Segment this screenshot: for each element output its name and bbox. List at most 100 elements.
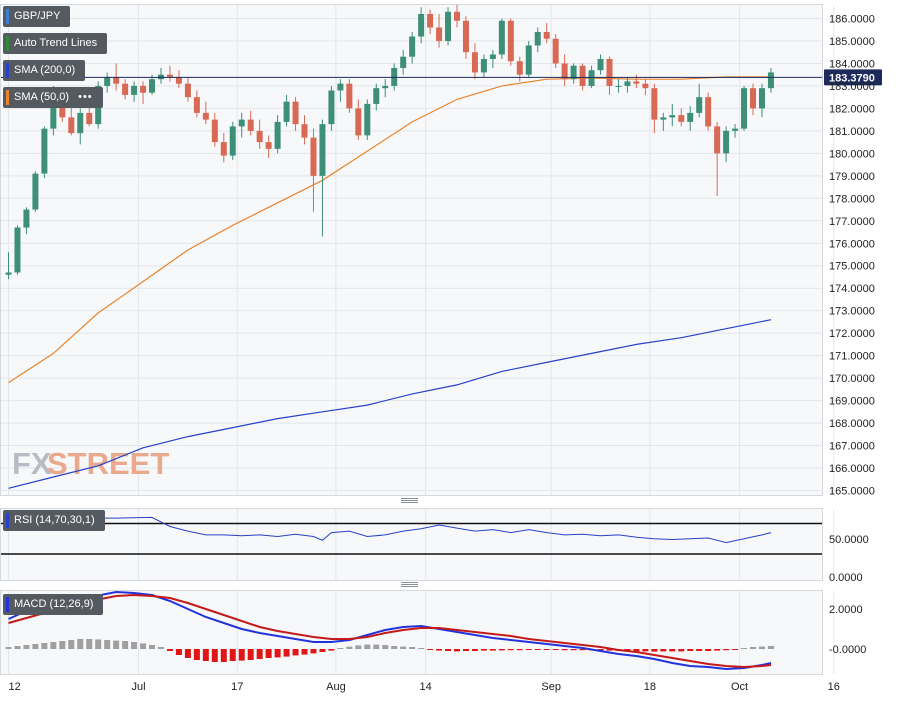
macd-histogram-bar bbox=[525, 649, 532, 650]
legend-macd[interactable]: MACD (12,26,9) bbox=[3, 594, 104, 615]
candle-bull bbox=[758, 88, 765, 109]
candle-bull bbox=[597, 58, 604, 71]
macd-histogram-bar bbox=[5, 647, 12, 649]
candle-bear bbox=[516, 61, 523, 75]
macd-histogram-bar bbox=[758, 646, 765, 649]
macd-histogram-bar bbox=[59, 641, 66, 649]
macd-histogram-bar bbox=[723, 649, 730, 651]
last-price-label: 183.3790 bbox=[829, 72, 875, 84]
legend-sma50[interactable]: SMA (50,0) ••• bbox=[3, 87, 103, 108]
macd-histogram-bar bbox=[211, 649, 218, 662]
macd-histogram-bar bbox=[319, 649, 326, 652]
macd-histogram-bar bbox=[157, 647, 164, 649]
candle-bull bbox=[319, 124, 326, 176]
macd-histogram-bar bbox=[140, 643, 147, 649]
macd-histogram-bar bbox=[498, 649, 505, 651]
macd-histogram-bar bbox=[507, 649, 514, 651]
candle-bear bbox=[310, 137, 317, 176]
price-tick-label: 184.0000 bbox=[829, 58, 875, 70]
macd-histogram-bar bbox=[767, 646, 774, 649]
candle-bull bbox=[283, 101, 290, 122]
x-tick-label: Oct bbox=[731, 681, 748, 693]
candle-bull bbox=[373, 88, 380, 104]
macd-histogram-bar bbox=[705, 649, 712, 651]
candle-bull bbox=[669, 115, 676, 118]
legend-rsi[interactable]: RSI (14,70,30,1) bbox=[3, 510, 105, 531]
sma50-line bbox=[8, 76, 771, 384]
symbol-swatch bbox=[6, 9, 9, 24]
macd-histogram-bar bbox=[561, 649, 568, 651]
candle-bear bbox=[561, 63, 568, 80]
macd-line bbox=[8, 590, 772, 671]
macd-histogram-bar bbox=[292, 649, 299, 656]
price-tick-label: 179.0000 bbox=[829, 171, 875, 183]
macd-histogram-bar bbox=[337, 648, 344, 649]
price-tick-label: 183.0000 bbox=[829, 81, 875, 93]
macd-histogram-bar bbox=[633, 649, 640, 652]
macd-histogram-bar bbox=[274, 649, 281, 658]
sma50-swatch bbox=[6, 90, 9, 105]
candle-bull bbox=[741, 88, 748, 129]
candle-bull bbox=[149, 79, 156, 93]
macd-histogram-bar bbox=[193, 649, 200, 660]
macd-histogram-bar bbox=[552, 649, 559, 650]
candle-bull bbox=[445, 11, 452, 41]
x-tick-label: 14 bbox=[419, 681, 431, 693]
macd-histogram-bar bbox=[14, 646, 21, 649]
candle-bear bbox=[462, 20, 469, 53]
macd-histogram-bar bbox=[95, 639, 102, 649]
macd-histogram-bar bbox=[50, 642, 57, 649]
macd-histogram-bar bbox=[373, 644, 380, 649]
macd-histogram-bar bbox=[660, 649, 667, 652]
legend-symbol-label: GBP/JPY bbox=[14, 10, 61, 22]
legend-symbol[interactable]: GBP/JPY bbox=[3, 6, 71, 27]
candle-bull bbox=[400, 56, 407, 68]
candle-bear bbox=[166, 74, 173, 77]
candle-bull bbox=[50, 90, 57, 129]
macd-histogram-bar bbox=[741, 648, 748, 649]
macd-histogram-bar bbox=[436, 649, 443, 651]
legend-sma200[interactable]: SMA (200,0) bbox=[3, 60, 86, 81]
candle-bull bbox=[480, 58, 487, 73]
candle-bear bbox=[346, 83, 353, 109]
candle-bear bbox=[471, 52, 478, 73]
macd-histogram-bar bbox=[570, 649, 577, 651]
x-tick-label: Sep bbox=[541, 681, 561, 693]
macd-histogram-bar bbox=[687, 649, 694, 651]
macd-histogram-bar bbox=[166, 649, 173, 651]
candle-bull bbox=[131, 85, 138, 95]
macd-swatch bbox=[6, 597, 9, 612]
candle-bear bbox=[220, 142, 227, 156]
macd-histogram-bar bbox=[355, 645, 362, 649]
trend-swatch bbox=[6, 36, 9, 51]
x-tick-label: Aug bbox=[326, 681, 346, 693]
price-tick-label: 165.0000 bbox=[829, 486, 875, 498]
macd-histogram-bar bbox=[86, 639, 93, 649]
more-options-icon[interactable]: ••• bbox=[78, 91, 93, 103]
macd-histogram-bar bbox=[606, 649, 613, 651]
candle-bull bbox=[14, 227, 21, 273]
macd-histogram-bar bbox=[77, 639, 84, 649]
legend-trend-lines[interactable]: Auto Trend Lines bbox=[3, 33, 108, 54]
x-tick-label: 17 bbox=[231, 681, 243, 693]
candle-bull bbox=[489, 54, 496, 59]
signal-line bbox=[8, 593, 772, 669]
candle-bull bbox=[624, 81, 631, 86]
macd-histogram-bar bbox=[247, 649, 254, 660]
candle-bull bbox=[77, 112, 84, 134]
legend-sma50-label: SMA (50,0) bbox=[14, 91, 70, 103]
candle-bear bbox=[642, 83, 649, 89]
macd-histogram-bar bbox=[310, 649, 317, 654]
macd-histogram-bar bbox=[714, 649, 721, 651]
macd-histogram-bar bbox=[346, 646, 353, 649]
candle-bull bbox=[229, 126, 236, 156]
macd-histogram-bar bbox=[651, 649, 658, 652]
price-tick-label: 178.0000 bbox=[829, 193, 875, 205]
candle-bear bbox=[175, 76, 182, 84]
macd-histogram-bar bbox=[471, 649, 478, 651]
x-tick-label: 16 bbox=[828, 681, 840, 693]
macd-histogram-bar bbox=[579, 649, 586, 651]
macd-histogram-bar bbox=[175, 649, 182, 655]
